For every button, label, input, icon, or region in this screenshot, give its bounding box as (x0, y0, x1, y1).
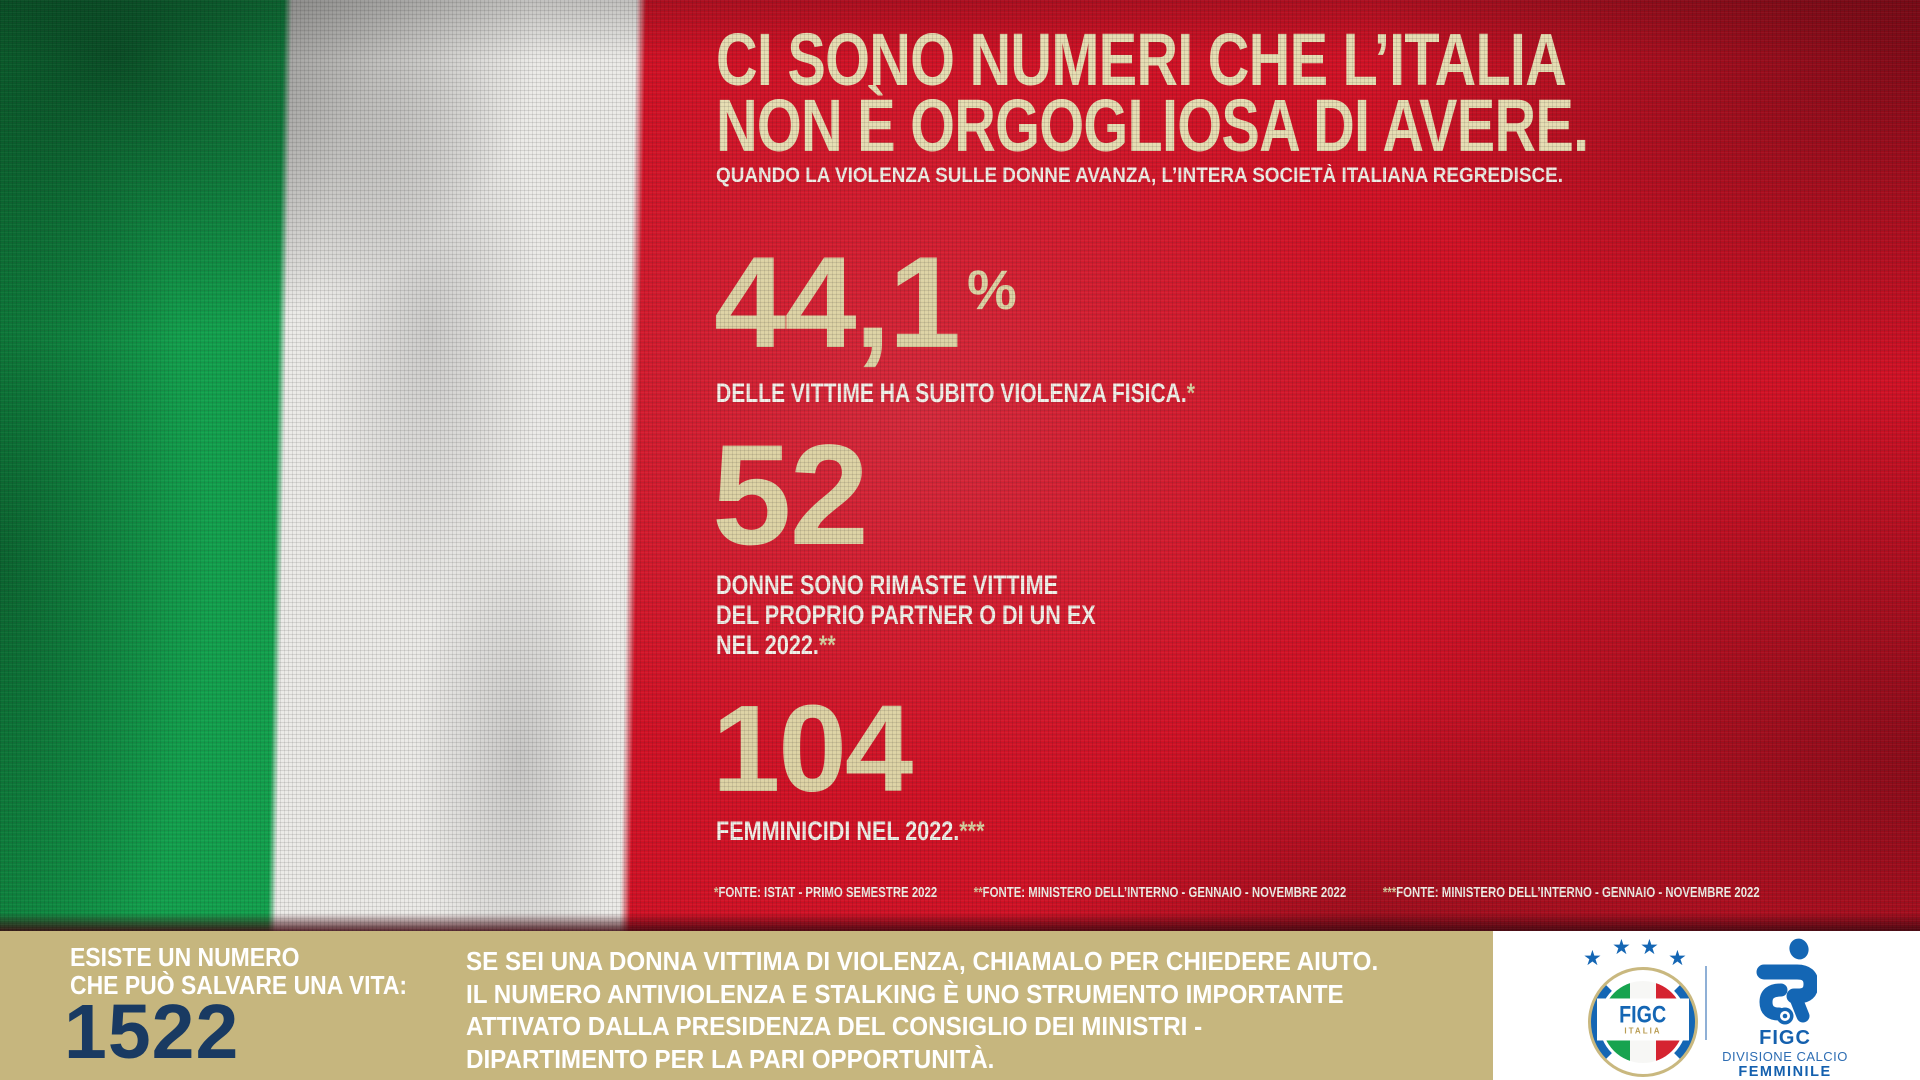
caption-line: NEL 2022.** (716, 630, 836, 660)
source-3: ***FONTE: MINISTERO DELL’INTERNO - GENNA… (1382, 884, 1760, 901)
stat-femicides-value: 104 (712, 681, 913, 818)
stat-victims-caption: DELLE VITTIME HA SUBITO VIOLENZA FISICA.… (716, 378, 1195, 408)
source-2: **FONTE: MINISTERO DELL’INTERNO - GENNAI… (973, 884, 1347, 901)
stat-partner-victims-caption: DONNE SONO RIMASTE VITTIME DEL PROPRIO P… (716, 570, 1191, 660)
footnote-marker: * (1186, 378, 1195, 408)
figc-logo: FIGC ITALIA (1588, 967, 1698, 1077)
helpline-line: IL NUMERO ANTIVIOLENZA E STALKING È UNO … (466, 978, 1344, 1009)
helpline-line: DIPARTIMENTO PER LA PARI OPPORTUNITÀ. (466, 1044, 995, 1075)
footer-band (0, 931, 1493, 1080)
stat-femicides-caption: FEMMINICIDI NEL 2022.*** (716, 816, 985, 846)
star-icon: ★ (1612, 936, 1631, 959)
figc-italia-label: ITALIA (1624, 1025, 1662, 1035)
footnote-marker: ** (818, 630, 836, 660)
source-1: *FONTE: ISTAT - PRIMO SEMESTRE 2022 (714, 884, 938, 901)
headline-line-1: CI SONO NUMERI CHE L’ITALIA (716, 18, 1567, 101)
helpline-intro: ESISTE UN NUMERO CHE PUÒ SALVARE UNA VIT… (70, 944, 444, 1000)
femminile-divisione-label: DIVISIONE CALCIO (1722, 1049, 1848, 1064)
logo-divider (1705, 966, 1707, 1040)
sources-row: *FONTE: ISTAT - PRIMO SEMESTRE 2022 **FO… (714, 884, 1920, 901)
star-icon: ★ (1640, 936, 1659, 959)
star-icon: ★ (1583, 947, 1602, 970)
figc-wordmark: FIGC (1619, 1000, 1667, 1028)
footnote-marker: *** (959, 816, 985, 846)
italian-flag-background (0, 0, 1920, 931)
stat-partner-victims-value: 52 (712, 416, 869, 575)
subtitle: QUANDO LA VIOLENZA SULLE DONNE AVANZA, L… (716, 164, 1564, 187)
star-icon: ★ (1668, 947, 1687, 970)
caption-line: DEL PROPRIO PARTNER O DI UN EX (716, 600, 1096, 630)
stat-victims-value: 44,1% (714, 229, 1017, 375)
figc-name-band: FIGC ITALIA (1597, 998, 1689, 1041)
helpline-intro-line-2: CHE PUÒ SALVARE UNA VITA: (70, 972, 408, 1000)
headline: CI SONO NUMERI CHE L’ITALIA NON È ORGOGL… (716, 18, 1834, 167)
femminile-label: FEMMINILE (1738, 1064, 1832, 1080)
helpline-intro-line-1: ESISTE UN NUMERO (70, 944, 300, 972)
caption-line: DONNE SONO RIMASTE VITTIME (716, 570, 1059, 600)
percent-sign: % (967, 258, 1017, 321)
female-player-icon (1756, 938, 1817, 1025)
femminile-figc-label: FIGC (1759, 1027, 1811, 1049)
helpline-description: SE SEI UNA DONNA VITTIMA DI VIOLENZA, CH… (466, 945, 1447, 1076)
figc-femminile-logo: FIGC DIVISIONE CALCIO FEMMINILE (1712, 938, 1858, 1080)
helpline-number: 1522 (64, 989, 240, 1075)
headline-line-2: NON È ORGOGLIOSA DI AVERE. (716, 84, 1589, 167)
flag-fold-shading (0, 0, 1920, 931)
helpline-line: ATTIVATO DALLA PRESIDENZA DEL CONSIGLIO … (466, 1011, 1203, 1042)
helpline-line: SE SEI UNA DONNA VITTIMA DI VIOLENZA, CH… (466, 946, 1379, 976)
